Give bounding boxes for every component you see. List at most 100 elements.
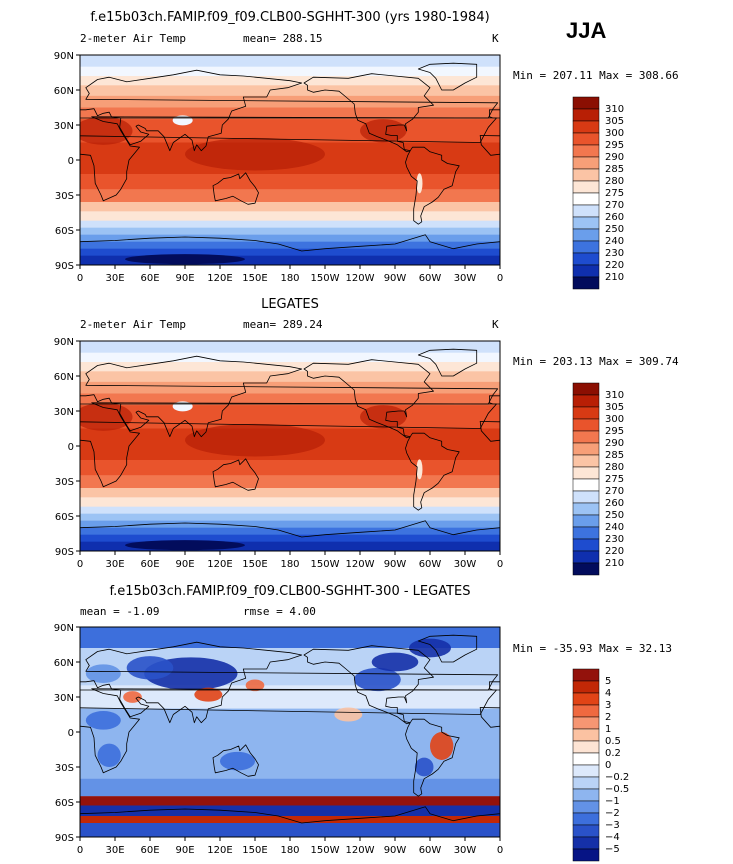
temp-band	[80, 460, 500, 476]
season-label: JJA	[566, 18, 607, 43]
continent-africa-wrap	[479, 135, 500, 156]
colorbar-1-label: 220	[605, 260, 624, 271]
colorbar-1-swatch	[572, 204, 600, 218]
panel-1-units-label: K	[492, 32, 499, 45]
colorbar-1-swatch	[572, 120, 600, 134]
lon-tick-label: 150E	[242, 559, 267, 570]
colorbar-2-swatch	[572, 490, 600, 504]
colorbar-1-swatch	[572, 216, 600, 230]
lon-tick-label: 150W	[311, 273, 340, 284]
map-3	[80, 627, 500, 837]
colorbar-1-label: 250	[605, 224, 624, 235]
panel-2-minmax: Min = 203.13 Max = 309.74	[513, 355, 679, 368]
temp-band	[80, 55, 500, 68]
lat-tick-label: 60S	[55, 226, 74, 237]
temp-band	[80, 341, 500, 354]
continent-eurasia	[80, 355, 499, 438]
colorbar-3-label: −0.5	[605, 784, 629, 795]
continent-australia	[212, 458, 259, 491]
temp-band	[80, 541, 500, 551]
colorbar-1-label: 305	[605, 116, 624, 127]
diff-band	[80, 805, 500, 816]
temp-band	[80, 527, 500, 536]
lon-tick-label: 120W	[346, 559, 375, 570]
lat-tick-label: 60N	[54, 372, 74, 383]
lon-tick-label: 90E	[175, 559, 194, 570]
warm-pool	[185, 423, 325, 457]
colorbar-3-label: 0.5	[605, 736, 621, 747]
lon-tick-label: 0	[77, 845, 83, 856]
lon-tick-label: 60E	[140, 559, 159, 570]
lon-tick-label: 0	[497, 559, 503, 570]
colorbar-1-label: 295	[605, 140, 624, 151]
colorbar-3-swatch	[572, 692, 600, 706]
map-2	[80, 341, 500, 551]
colorbar-1-swatch	[572, 132, 600, 146]
colorbar-2-swatch	[572, 406, 600, 420]
diff-blob	[97, 743, 121, 767]
diff-blob	[409, 638, 451, 658]
continent-africa	[80, 402, 497, 488]
diff-band	[80, 685, 500, 709]
diff-blob	[126, 656, 174, 680]
colorbar-2-swatch	[572, 394, 600, 408]
continent-australia	[212, 172, 259, 205]
lat-tick-label: 0	[68, 156, 74, 167]
lon-tick-label: 60E	[140, 845, 159, 856]
colorbar-2-label: 220	[605, 546, 624, 557]
colorbar-3-label: 0.2	[605, 748, 621, 759]
lat-tick-label: 90N	[54, 337, 74, 348]
colorbar-3-label: −3	[605, 820, 620, 831]
temp-band	[80, 220, 500, 229]
colorbar-1-label: 240	[605, 236, 624, 247]
diff-blob	[414, 757, 434, 777]
colorbar-3-swatch	[572, 800, 600, 814]
panel-1-minmax: Min = 207.11 Max = 308.66	[513, 69, 679, 82]
colorbar-2-swatch	[572, 418, 600, 432]
colorbar-2-label: 290	[605, 438, 624, 449]
map-1	[80, 55, 500, 265]
lon-tick-label: 90W	[384, 273, 407, 284]
temp-band	[80, 534, 500, 543]
diff-blob	[194, 687, 223, 702]
colorbar-2-swatch	[572, 382, 600, 396]
colorbar-3-swatch	[572, 728, 600, 742]
lon-tick-label: 30W	[454, 273, 477, 284]
colorbar-3-swatch	[572, 776, 600, 790]
warm-pool	[185, 137, 325, 171]
continent-africa	[80, 688, 497, 774]
lon-tick-label: 90E	[175, 845, 194, 856]
continent-antarctica	[80, 520, 500, 551]
colorbar-1-swatch	[572, 264, 600, 278]
lon-tick-label: 150E	[242, 845, 267, 856]
lat-tick-label: 60N	[54, 86, 74, 97]
colorbar-3-label: 1	[605, 724, 611, 735]
lon-tick-label: 30E	[105, 273, 124, 284]
lon-tick-label: 120W	[346, 845, 375, 856]
colorbar-1-label: 270	[605, 200, 624, 211]
continent-antarctica	[80, 234, 500, 265]
panel-1-title: f.e15b03ch.FAMIP.f09_f09.CLB00-SGHHT-300…	[90, 10, 490, 25]
continent-africa-wrap	[479, 707, 500, 728]
colorbar-1-swatch	[572, 168, 600, 182]
colorbar-2-swatch	[572, 514, 600, 528]
continent-eurasia	[80, 641, 499, 724]
continent-greenland	[417, 348, 478, 377]
colorbar-2-label: 295	[605, 426, 624, 437]
colorbar-2-label: 310	[605, 390, 624, 401]
lat-tick-label: 30N	[54, 407, 74, 418]
lat-tick-label: 60N	[54, 658, 74, 669]
continent-namerica	[303, 359, 434, 439]
colorbar-1-label: 300	[605, 128, 624, 139]
colorbar-2-label: 230	[605, 534, 624, 545]
lon-tick-label: 30W	[454, 845, 477, 856]
colorbar-2-label: 305	[605, 402, 624, 413]
colorbar-3-label: −5	[605, 844, 620, 855]
lon-tick-label: 150E	[242, 273, 267, 284]
colorbar-2-label: 240	[605, 522, 624, 533]
colorbar-2-label: 300	[605, 414, 624, 425]
colorbar-3-label: 2	[605, 712, 611, 723]
colorbar-2-swatch	[572, 466, 600, 480]
colorbar-2-swatch	[572, 442, 600, 456]
temp-band	[80, 255, 500, 265]
